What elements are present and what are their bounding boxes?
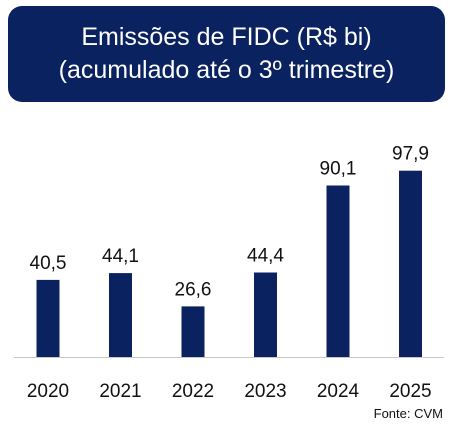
category-label-2020: 2020	[27, 381, 69, 402]
value-label-2025: 97,9	[392, 144, 429, 165]
bar-2022	[181, 306, 205, 357]
value-label-2020: 40,5	[30, 253, 67, 274]
category-label-2021: 2021	[99, 381, 141, 402]
category-label-2025: 2025	[389, 381, 431, 402]
chart-title-line-2: (acumulado até o 3º trimestre)	[58, 56, 395, 84]
value-label-2021: 44,1	[102, 246, 139, 267]
value-label-2022: 26,6	[175, 279, 212, 300]
value-label-2024: 90,1	[320, 159, 357, 180]
bar-2025	[399, 170, 422, 357]
bar-2020	[36, 279, 60, 357]
bar-2023	[254, 272, 277, 357]
category-label-2022: 2022	[172, 381, 214, 402]
chart-title-box: Emissões de FIDC (R$ bi) (acumulado até …	[8, 6, 445, 102]
value-label-2023: 44,4	[247, 246, 284, 267]
chart-title-line-1: Emissões de FIDC (R$ bi)	[81, 23, 372, 51]
category-label-2024: 2024	[317, 381, 360, 402]
bar-2024	[326, 185, 350, 357]
source-note: Fonte: CVM	[373, 406, 443, 421]
bar-2021	[109, 273, 132, 357]
category-label-2023: 2023	[244, 381, 286, 402]
